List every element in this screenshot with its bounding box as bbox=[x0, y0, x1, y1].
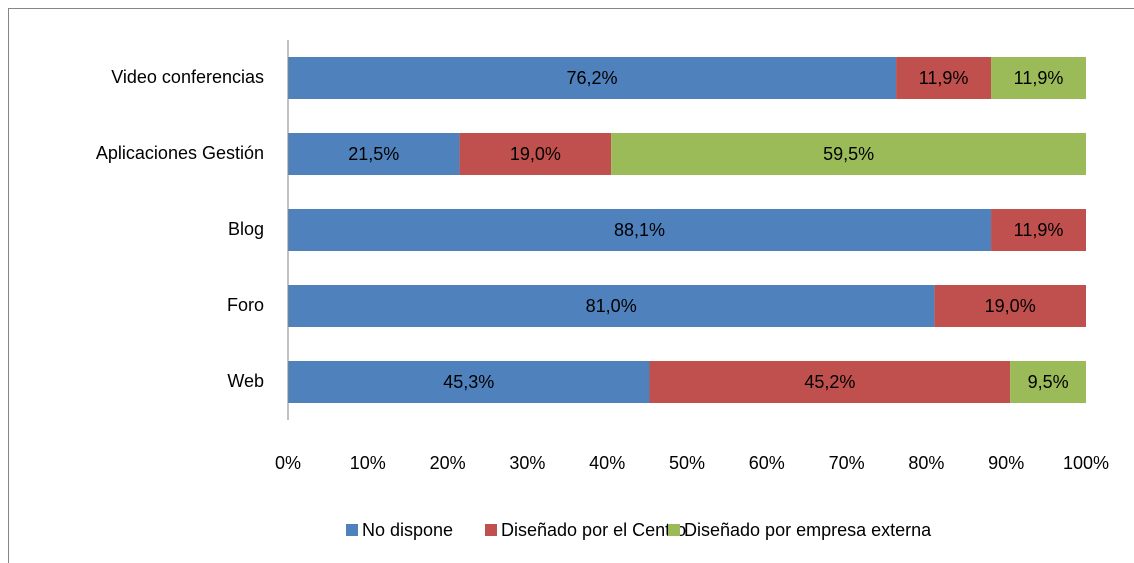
data-label: 88,1% bbox=[614, 220, 665, 240]
x-tick-label: 40% bbox=[589, 453, 625, 473]
x-tick-label: 30% bbox=[509, 453, 545, 473]
bar-segment bbox=[288, 209, 992, 251]
data-label: 11,9% bbox=[919, 68, 969, 88]
x-tick-label: 10% bbox=[350, 453, 386, 473]
bar-segment bbox=[459, 133, 612, 175]
bar-segment bbox=[288, 285, 935, 327]
data-label: 45,2% bbox=[804, 372, 855, 392]
bar-segment bbox=[288, 57, 897, 99]
bar-segment bbox=[611, 133, 1086, 175]
x-tick-label: 60% bbox=[749, 453, 785, 473]
data-label: 59,5% bbox=[823, 144, 874, 164]
x-tick-label: 100% bbox=[1063, 453, 1109, 473]
data-label: 11,9% bbox=[1014, 68, 1064, 88]
legend-swatch bbox=[485, 524, 497, 536]
data-label: 19,0% bbox=[985, 296, 1036, 316]
x-tick-label: 0% bbox=[275, 453, 301, 473]
x-tick-label: 20% bbox=[430, 453, 466, 473]
legend-label: Diseñado por el Centro bbox=[501, 520, 686, 540]
data-label: 19,0% bbox=[510, 144, 561, 164]
x-tick-label: 50% bbox=[669, 453, 705, 473]
y-tick-label: Aplicaciones Gestión bbox=[96, 143, 264, 163]
bar-segment bbox=[991, 57, 1086, 99]
bar-segment bbox=[896, 57, 992, 99]
x-tick-label: 70% bbox=[829, 453, 865, 473]
y-tick-label: Blog bbox=[228, 219, 264, 239]
bar-segment bbox=[934, 285, 1086, 327]
legend-label: Diseñado por empresa externa bbox=[684, 520, 932, 540]
y-tick-label: Video conferencias bbox=[111, 67, 264, 87]
y-tick-label: Foro bbox=[227, 295, 264, 315]
data-label: 21,5% bbox=[348, 144, 399, 164]
data-label: 11,9% bbox=[1014, 220, 1064, 240]
y-tick-label: Web bbox=[227, 371, 264, 391]
chart-frame bbox=[8, 8, 1134, 563]
bar-segment bbox=[1010, 361, 1086, 403]
bar-segment bbox=[288, 361, 650, 403]
legend-swatch bbox=[346, 524, 358, 536]
x-tick-label: 90% bbox=[988, 453, 1024, 473]
legend-label: No dispone bbox=[362, 520, 453, 540]
data-label: 9,5% bbox=[1028, 372, 1069, 392]
bar-segment bbox=[649, 361, 1011, 403]
bar-segment bbox=[991, 209, 1086, 251]
data-label: 45,3% bbox=[443, 372, 494, 392]
data-label: 76,2% bbox=[567, 68, 618, 88]
bar-segment bbox=[288, 133, 460, 175]
legend-swatch bbox=[668, 524, 680, 536]
data-label: 81,0% bbox=[586, 296, 637, 316]
x-tick-label: 80% bbox=[908, 453, 944, 473]
